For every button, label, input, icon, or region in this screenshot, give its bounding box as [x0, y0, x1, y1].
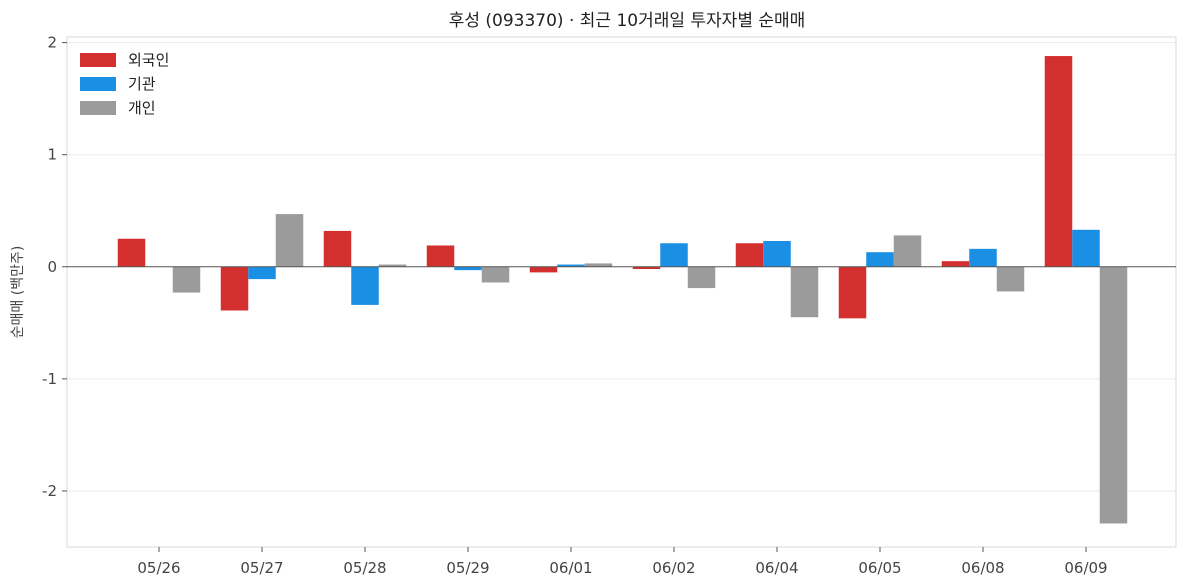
x-tick-label: 06/01 [549, 559, 592, 577]
legend-swatch [80, 53, 116, 67]
x-axis-ticks: 05/26 05/27 05/28 05/29 06/01 06/02 06/04 06/05… [137, 547, 1108, 577]
bar [941, 261, 970, 267]
bar [969, 248, 997, 267]
bar [1099, 266, 1128, 524]
bar [838, 266, 867, 319]
x-tick-label: 06/02 [652, 559, 695, 577]
bar [454, 266, 482, 271]
bar [790, 266, 819, 318]
bar [323, 230, 352, 267]
legend-swatch [80, 101, 116, 115]
bar [584, 263, 613, 267]
bar [275, 214, 304, 267]
y-tick-label: 2 [47, 34, 57, 52]
legend-entry: 외국인 [128, 51, 169, 69]
x-tick-label: 05/26 [137, 559, 180, 577]
bar [220, 266, 249, 311]
bar [172, 266, 201, 293]
bar [117, 238, 146, 267]
bar [660, 243, 688, 267]
y-axis-label: 순매매 (백만주) [10, 246, 26, 339]
y-tick-label: -2 [42, 482, 57, 500]
plot-area [66, 36, 1177, 548]
bar [687, 266, 716, 289]
bar [1072, 229, 1100, 267]
bars [117, 56, 1128, 524]
bar [763, 241, 791, 267]
bar [866, 252, 894, 267]
x-tick-label: 05/28 [343, 559, 386, 577]
legend-swatch [80, 77, 116, 91]
bar [426, 245, 455, 267]
bar [248, 266, 276, 280]
bar [632, 266, 661, 270]
bar [893, 235, 922, 267]
x-tick-label: 05/27 [240, 559, 283, 577]
bar [735, 243, 764, 267]
x-tick-label: 06/04 [755, 559, 798, 577]
legend-entry: 개인 [128, 99, 156, 117]
bar [1044, 56, 1073, 267]
x-tick-label: 06/09 [1064, 559, 1107, 577]
x-tick-label: 06/05 [858, 559, 901, 577]
gridlines [67, 42, 1176, 492]
y-axis-ticks: -2 -1 0 1 2 [42, 34, 67, 500]
y-tick-label: -1 [42, 370, 57, 388]
y-tick-label: 0 [47, 258, 57, 276]
bar [351, 266, 379, 305]
legend-entry: 기관 [128, 75, 156, 93]
bar [529, 266, 558, 273]
bar [996, 266, 1025, 292]
bar [378, 264, 407, 267]
x-tick-label: 06/08 [961, 559, 1004, 577]
x-tick-label: 05/29 [446, 559, 489, 577]
y-tick-label: 1 [47, 146, 57, 164]
bar [481, 266, 510, 283]
bar [557, 264, 585, 267]
chart-title: 후성 (093370) · 최근 10거래일 투자자별 순매매 [449, 11, 806, 31]
